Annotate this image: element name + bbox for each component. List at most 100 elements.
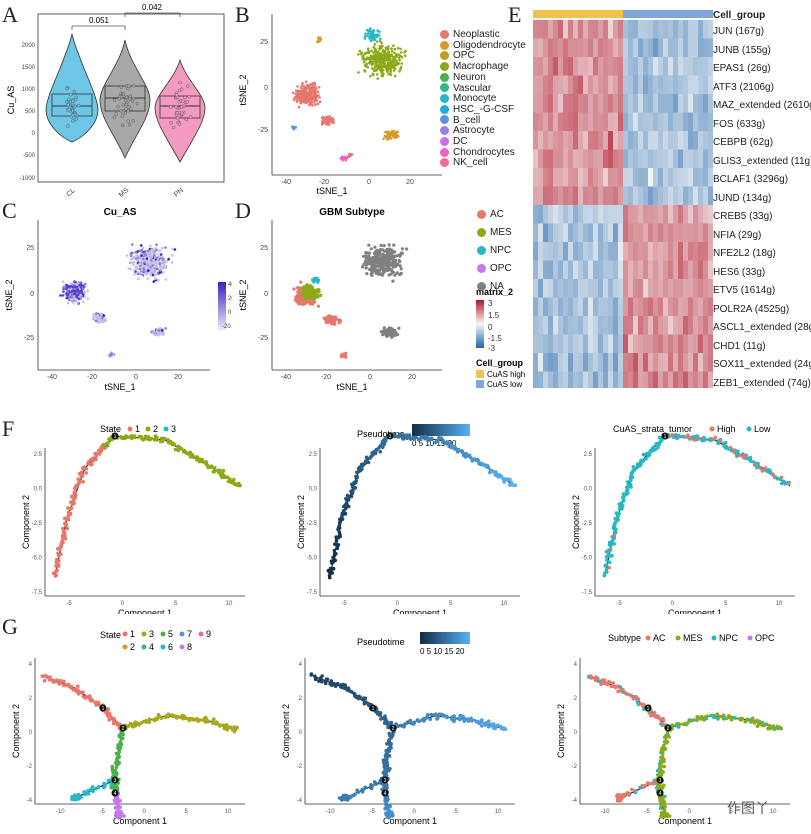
heatmap-cell (543, 242, 549, 261)
heatmap-cell (678, 168, 684, 187)
heatmap-cell (668, 279, 674, 298)
cell-point (729, 718, 734, 722)
cell-point (414, 435, 418, 440)
cell-point (160, 439, 165, 444)
heatmap-cell (698, 223, 704, 242)
tsne-point (392, 260, 396, 265)
traj-ytick: 0.0 (309, 487, 318, 493)
tsne-point (132, 255, 135, 259)
heatmap-cell (673, 334, 679, 353)
heatmap-cell (673, 168, 679, 187)
cell-point (162, 436, 167, 441)
heatmap-cell (628, 20, 634, 39)
tsne-point (340, 353, 344, 357)
heatmap-cell (563, 205, 569, 224)
cell-point (664, 741, 669, 745)
heatmap-cell (578, 94, 584, 113)
heatmap-cell (548, 94, 554, 113)
cell-point (363, 696, 368, 700)
traj-xtick: 10 (226, 601, 233, 607)
heatmap-cell (598, 334, 604, 353)
tsne-point (366, 47, 370, 50)
tsne-point (382, 61, 386, 65)
heatmap-cell (568, 279, 574, 298)
heatmap-cell (618, 260, 624, 279)
cell-point (727, 714, 731, 718)
tsne-point (158, 262, 162, 265)
tsne-point (380, 44, 384, 48)
violin-point (70, 108, 75, 113)
a-xtick-cl: CL (65, 187, 76, 198)
tsne-point (315, 87, 318, 91)
tsne-point (380, 70, 384, 74)
tsne-point (96, 321, 100, 325)
heatmap-cell (563, 353, 569, 372)
heatmap-cell (573, 38, 579, 57)
heatmap-cell (533, 242, 539, 261)
a-ytick: 1000 (22, 87, 36, 93)
cell-point (652, 445, 656, 449)
cell-point (344, 501, 349, 506)
panel-label-c: C (2, 198, 17, 223)
tsne-point (373, 266, 377, 270)
tsne-point (146, 249, 150, 253)
tsne-point (153, 273, 157, 277)
heatmap-cell (563, 186, 569, 205)
heatmap-cell (563, 75, 569, 94)
cell-point (612, 542, 616, 546)
cell-point (65, 526, 69, 531)
tsne-point (308, 284, 312, 288)
cell-point (340, 798, 344, 802)
violin-point (169, 120, 173, 125)
heatmap-cell (658, 371, 664, 388)
tsne-cu-as: Cu_AS 40 20 0 -20 -40 -20 0 20 25 0 -25 … (4, 207, 232, 392)
tsne-point (312, 289, 316, 293)
tsne-point (318, 96, 321, 99)
heatmap-cell (533, 75, 539, 94)
heatmap-cell (683, 279, 689, 298)
heatmap-cell (543, 112, 549, 131)
heatmap-cell (703, 260, 709, 279)
heatmap-cell (543, 334, 549, 353)
heatmap-cell (668, 297, 674, 316)
cell-point (225, 723, 229, 727)
heatmap-cell (668, 131, 674, 150)
heatmap-cell (708, 168, 713, 187)
cell-point (80, 474, 85, 478)
heatmap-cell (558, 260, 564, 279)
tsne-point (91, 317, 95, 321)
cell-point (59, 552, 63, 556)
tsne-point (66, 292, 69, 296)
g-subtype-title: Subtype (608, 633, 641, 643)
heatmap-cell (583, 205, 589, 224)
heatmap-cell (688, 57, 694, 76)
heatmap-cell (708, 57, 713, 76)
heatmap-cell (603, 353, 609, 372)
tsne-point (378, 48, 381, 51)
tsne-point (337, 321, 341, 325)
heatmap-cell (613, 297, 619, 316)
tsne-point (294, 96, 298, 99)
heatmap-cell (588, 353, 594, 372)
heatmap-cell (658, 353, 664, 372)
tsne-point (387, 137, 391, 140)
heatmap-cell (693, 131, 699, 150)
heatmap-cell (638, 20, 644, 39)
cell-point (382, 783, 386, 787)
tsne-point (149, 251, 153, 255)
heatmap-cell (673, 112, 679, 131)
heatmap-cell (663, 297, 669, 316)
violin-point (126, 86, 130, 91)
cell-point (54, 564, 58, 568)
violin-point (121, 103, 125, 107)
tsne-point (367, 51, 370, 54)
heatmap-cell (643, 94, 649, 113)
cell-point (695, 718, 699, 722)
heatmap-cell (598, 131, 604, 150)
b-legend-item: Macrophage (440, 61, 509, 72)
cell-point (628, 482, 633, 487)
cell-point (417, 438, 421, 442)
traj-xtick: -10 (601, 809, 610, 815)
cell-point (384, 749, 389, 753)
legend-swatch (440, 136, 449, 146)
